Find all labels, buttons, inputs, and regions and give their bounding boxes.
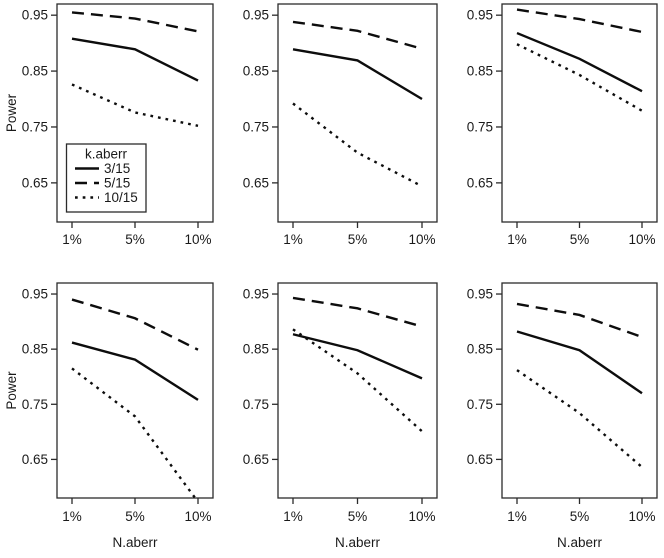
y-tick-label: 0.95 bbox=[467, 8, 493, 23]
y-tick-label: 0.85 bbox=[243, 64, 269, 79]
panel-1-1: 0.95 0.85 0.75 0.65 1% 5% 10% N.aberr bbox=[243, 282, 438, 550]
legend-box bbox=[65, 143, 147, 213]
x-tick-label: 1% bbox=[62, 509, 82, 524]
y-tick-label: 0.95 bbox=[243, 8, 269, 23]
panel-0-2: 0.95 0.85 0.75 0.65 1% 5% 10% bbox=[467, 3, 658, 247]
series-line-3-15 bbox=[71, 37, 199, 82]
y-tick-label: 0.65 bbox=[22, 452, 48, 467]
y-tick-label: 0.75 bbox=[467, 119, 493, 134]
y-tick-label: 0.75 bbox=[467, 397, 493, 412]
series-line-5-15 bbox=[516, 302, 643, 339]
y-tick-label: 0.85 bbox=[243, 342, 269, 357]
x-tick-label: 1% bbox=[283, 509, 303, 524]
series-line-5-15 bbox=[292, 296, 423, 328]
x-tick-label: 5% bbox=[570, 232, 590, 247]
series-line-10-15 bbox=[71, 367, 197, 498]
y-tick-label: 0.65 bbox=[467, 175, 493, 190]
legend-entry-label: 10/15 bbox=[104, 190, 138, 205]
x-tick-label: 5% bbox=[570, 509, 590, 524]
legend-title: k.aberr bbox=[85, 147, 128, 162]
x-tick-label: 5% bbox=[348, 509, 368, 524]
x-tick-label: 1% bbox=[283, 232, 303, 247]
series-line-3-15 bbox=[292, 48, 423, 101]
series-line-5-15 bbox=[516, 8, 643, 34]
series-line-5-15 bbox=[71, 298, 199, 351]
y-tick-label: 0.75 bbox=[22, 119, 48, 134]
x-axis-title: N.aberr bbox=[112, 535, 158, 550]
y-tick-label: 0.75 bbox=[243, 119, 269, 134]
x-tick-label: 10% bbox=[408, 232, 435, 247]
y-tick-label: 0.85 bbox=[467, 342, 493, 357]
panel-0-0: 0.95 0.85 0.75 0.65 1% 5% 10% Power k.aberr3/155… bbox=[4, 3, 214, 247]
x-tick-label: 1% bbox=[507, 509, 527, 524]
x-tick-label: 1% bbox=[62, 232, 82, 247]
y-tick-label: 0.65 bbox=[467, 452, 493, 467]
x-tick-label: 5% bbox=[125, 509, 145, 524]
x-tick-label: 10% bbox=[628, 232, 655, 247]
panel-1-2: 0.95 0.85 0.75 0.65 1% 5% 10% N.aberr bbox=[467, 282, 658, 550]
y-axis-title: Power bbox=[4, 93, 19, 132]
series-line-3-15 bbox=[292, 333, 423, 380]
x-tick-label: 10% bbox=[408, 509, 435, 524]
y-tick-label: 0.75 bbox=[243, 397, 269, 412]
series-line-10-15 bbox=[516, 369, 643, 469]
x-tick-label: 5% bbox=[125, 232, 145, 247]
legend-entry-label: 3/15 bbox=[104, 161, 130, 176]
x-tick-label: 10% bbox=[184, 232, 211, 247]
y-tick-label: 0.65 bbox=[243, 175, 269, 190]
x-axis-title: N.aberr bbox=[557, 535, 603, 550]
y-tick-label: 0.65 bbox=[243, 452, 269, 467]
x-axis-title: N.aberr bbox=[335, 535, 381, 550]
y-tick-label: 0.85 bbox=[467, 64, 493, 79]
y-tick-label: 0.75 bbox=[22, 397, 48, 412]
x-tick-label: 10% bbox=[184, 509, 211, 524]
y-tick-label: 0.95 bbox=[22, 8, 48, 23]
panel-1-0: 0.95 0.85 0.75 0.65 1% 5% 10% Power N.aberr bbox=[4, 282, 214, 550]
x-tick-label: 5% bbox=[348, 232, 368, 247]
series-line-5-15 bbox=[292, 20, 423, 50]
x-tick-label: 1% bbox=[507, 232, 527, 247]
y-tick-label: 0.85 bbox=[22, 64, 48, 79]
series-line-10-15 bbox=[292, 328, 423, 433]
y-axis-title: Power bbox=[4, 371, 19, 410]
panel-0-1: 0.95 0.85 0.75 0.65 1% 5% 10% bbox=[243, 3, 438, 247]
y-tick-label: 0.85 bbox=[22, 342, 48, 357]
series-line-3-15 bbox=[516, 330, 643, 395]
y-tick-label: 0.65 bbox=[22, 175, 48, 190]
y-tick-label: 0.95 bbox=[243, 287, 269, 302]
series-line-5-15 bbox=[71, 11, 199, 33]
series-line-10-15 bbox=[516, 43, 643, 112]
legend-entry-label: 5/15 bbox=[104, 176, 130, 191]
y-tick-label: 0.95 bbox=[22, 287, 48, 302]
y-tick-label: 0.95 bbox=[467, 287, 493, 302]
series-line-3-15 bbox=[71, 341, 199, 401]
x-tick-label: 10% bbox=[628, 509, 655, 524]
series-line-3-15 bbox=[516, 31, 643, 93]
